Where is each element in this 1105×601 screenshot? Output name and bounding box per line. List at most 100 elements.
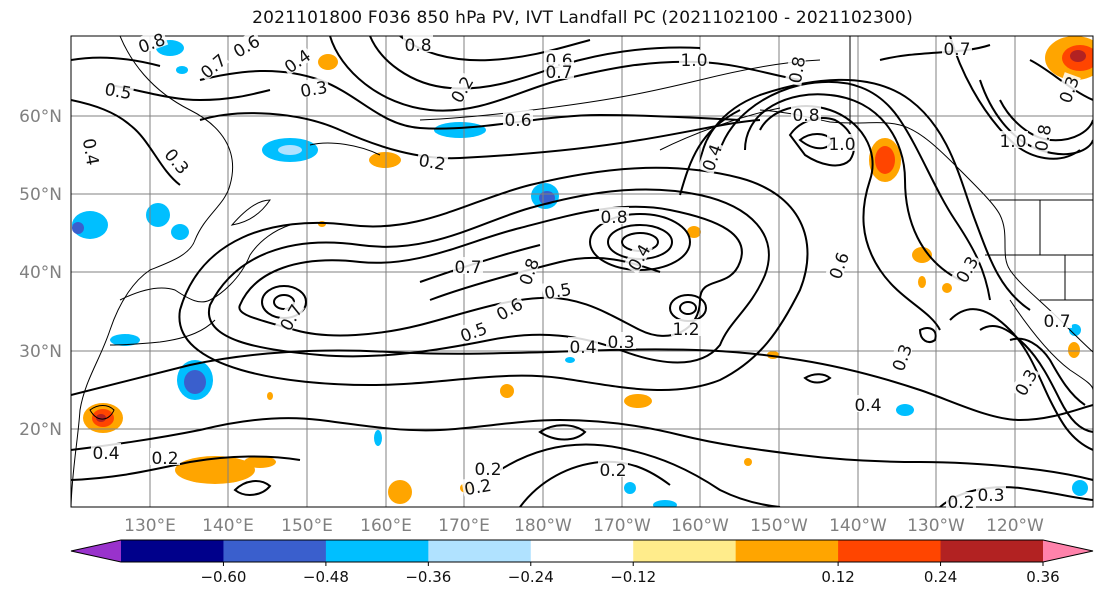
lon-tick-label: 170°E (438, 516, 490, 536)
colorbar-extend-high (1043, 540, 1093, 562)
map-title: 2021101800 F036 850 hPa PV, IVT Landfall… (252, 8, 913, 28)
colorbar-tick-label: −0.12 (610, 568, 656, 586)
colorbar-bin (940, 540, 1044, 562)
contour-label: 0.3 (976, 485, 1006, 506)
lon-tick-label: 160°W (671, 516, 729, 536)
svg-text:0.2: 0.2 (599, 461, 626, 481)
svg-text:0.8: 0.8 (792, 106, 819, 126)
colorbar-extend-low (71, 540, 121, 562)
colorbar-bin (223, 540, 327, 562)
contour-label: 0.5 (102, 78, 135, 104)
svg-text:0.7: 0.7 (1043, 312, 1070, 332)
svg-text:0.5: 0.5 (543, 280, 573, 304)
longitude-axis: 130°E 140°E 150°E 160°E 170°E 180°W 170°W 160°W… (124, 516, 1044, 536)
contour-label: 0.2 (461, 474, 494, 500)
lat-tick-label: 50°N (19, 185, 62, 205)
contour-label: 0.8 (1030, 121, 1056, 154)
lon-tick-label: 150°W (750, 516, 808, 536)
svg-text:0.4: 0.4 (569, 338, 596, 358)
lon-tick-label: 160°E (360, 516, 412, 536)
colorbar-ticks: −0.60−0.48−0.36−0.24−0.120.120.240.360.4… (200, 562, 1060, 586)
colorbar (70, 539, 1094, 563)
colorbar-tick-label: −0.24 (508, 568, 554, 586)
contour-label: 0.4 (853, 395, 883, 416)
svg-text:1.0: 1.0 (828, 135, 855, 155)
svg-text:0.8: 0.8 (786, 55, 810, 85)
contour-label: 0.8 (791, 105, 821, 126)
contour-label: 0.2 (946, 492, 976, 513)
svg-text:0.7: 0.7 (545, 63, 572, 83)
contour-label: 0.4 (568, 337, 598, 358)
colorbar-bin (428, 540, 532, 562)
contour-label: 0.7 (453, 257, 483, 278)
svg-text:0.3: 0.3 (299, 78, 329, 102)
contour-label: 0.2 (473, 459, 503, 480)
contour-label: 0.6 (503, 110, 533, 131)
lon-tick-label: 140°E (202, 516, 254, 536)
pv-contours (71, 36, 1093, 507)
svg-text:1.2: 1.2 (672, 320, 699, 340)
svg-text:0.2: 0.2 (463, 476, 493, 500)
lon-tick-label: 130°W (907, 516, 965, 536)
contour-label: 1.2 (671, 319, 701, 340)
colorbar-bin (530, 540, 634, 562)
svg-text:0.8: 0.8 (404, 36, 431, 56)
lat-tick-label: 60°N (19, 107, 62, 127)
colorbar-tick-label: −0.60 (200, 568, 246, 586)
lon-tick-label: 130°E (124, 516, 176, 536)
svg-text:0.8: 0.8 (1032, 123, 1056, 153)
colorbar-bin (633, 540, 737, 562)
svg-text:0.4: 0.4 (78, 137, 102, 167)
svg-text:0.7: 0.7 (454, 258, 481, 278)
contour-label: 0.2 (598, 460, 628, 481)
colorbar-tick-label: 0.12 (821, 568, 854, 586)
svg-text:0.7: 0.7 (943, 40, 970, 60)
svg-text:0.2: 0.2 (417, 151, 447, 175)
coastlines (71, 36, 1093, 507)
svg-text:0.2: 0.2 (474, 460, 501, 480)
svg-text:0.5: 0.5 (103, 80, 133, 104)
contour-label: 0.3 (297, 76, 330, 102)
contour-label: 0.7 (544, 62, 574, 83)
svg-text:1.0: 1.0 (999, 132, 1026, 152)
svg-text:0.8: 0.8 (600, 208, 627, 228)
contour-label: 0.2 (150, 448, 180, 469)
contour-label: 0.4 (91, 443, 121, 464)
colorbar-tick-label: 0.36 (1026, 568, 1059, 586)
contour-label: 0.5 (541, 278, 574, 304)
svg-text:0.4: 0.4 (854, 396, 881, 416)
lon-tick-label: 150°E (281, 516, 333, 536)
contour-label: 0.8 (784, 53, 810, 86)
contour-label: 0.3 (606, 332, 636, 353)
lat-tick-label: 20°N (19, 420, 62, 440)
svg-text:0.4: 0.4 (92, 444, 119, 464)
contour-label: 0.8 (599, 207, 629, 228)
contour-label-layer: 0.8 0.60.7 0.40.30.50.80.60.71.0 0.80.70.60… (78, 28, 1084, 513)
contour-label: 0.2 (416, 149, 449, 175)
svg-text:0.6: 0.6 (504, 111, 531, 131)
map-frame (70, 35, 1094, 508)
colorbar-bin (735, 540, 839, 562)
colorbar-bin (838, 540, 942, 562)
contour-label: 1.0 (827, 134, 857, 155)
lat-tick-label: 30°N (19, 342, 62, 362)
contour-label: 0.7 (942, 39, 972, 60)
contour-label: 1.0 (679, 50, 709, 71)
lat-tick-label: 40°N (19, 263, 62, 283)
colorbar-tick-label: −0.36 (405, 568, 451, 586)
contour-label: 0.7 (1042, 311, 1072, 332)
svg-text:1.0: 1.0 (680, 51, 707, 71)
svg-text:0.2: 0.2 (151, 449, 178, 469)
contour-label: 0.4 (78, 135, 104, 168)
lon-tick-label: 140°W (829, 516, 887, 536)
colorbar-tick-label: 0.24 (924, 568, 957, 586)
svg-text:0.2: 0.2 (947, 493, 974, 513)
colorbar-bin (325, 540, 429, 562)
contour-label: 0.8 (403, 35, 433, 56)
lon-tick-label: 170°W (593, 516, 651, 536)
latitude-axis: 60°N 50°N 40°N 30°N 20°N (19, 107, 62, 440)
colorbar-bin (121, 540, 224, 562)
svg-text:0.3: 0.3 (607, 333, 634, 353)
lon-tick-label: 120°W (986, 516, 1044, 536)
